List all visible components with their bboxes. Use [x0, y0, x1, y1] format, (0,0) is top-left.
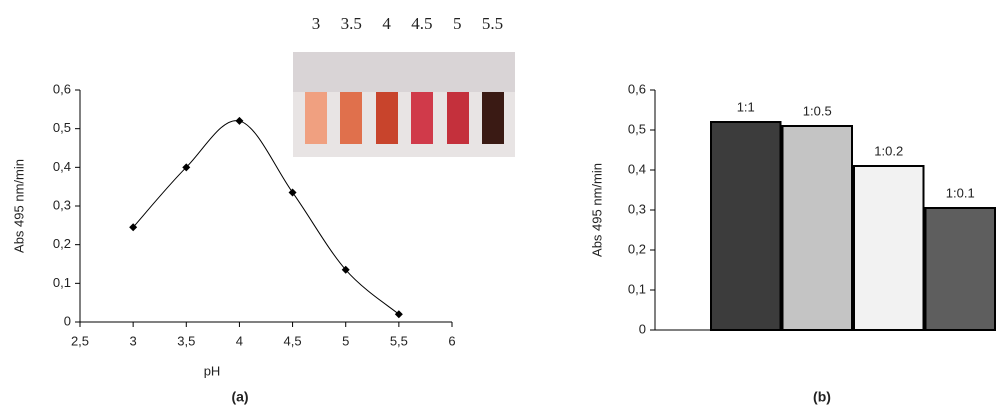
- x-axis-label: pH: [204, 363, 221, 378]
- bar-label: 1:0.5: [803, 103, 832, 118]
- curve: [132, 120, 400, 315]
- y-tick-label: 0,4: [628, 161, 646, 176]
- photo-label: 3: [312, 14, 321, 33]
- y-tick-label: 0: [639, 321, 646, 336]
- caption: (b): [813, 389, 831, 405]
- photo: [293, 52, 515, 157]
- photo-label: 3.5: [341, 14, 362, 33]
- photo-label: 4: [382, 14, 391, 33]
- bar: [924, 207, 996, 331]
- y-tick-label: 0,2: [628, 241, 646, 256]
- bar: [781, 125, 853, 331]
- x-tick-label: 3: [130, 333, 137, 348]
- marker: [341, 265, 350, 274]
- y-tick-label: 0,1: [628, 281, 646, 296]
- x-tick-label: 6: [448, 333, 455, 348]
- x-tick-label: 2,5: [71, 333, 89, 348]
- bar: [710, 121, 782, 331]
- photo-label: 5: [453, 14, 462, 33]
- y-tick-label: 0,6: [628, 81, 646, 96]
- x-tick-label: 5: [342, 333, 349, 348]
- y-tick-label: 0: [64, 313, 71, 328]
- y-tick-label: 0,6: [53, 81, 71, 96]
- marker: [129, 223, 138, 232]
- caption: (a): [231, 389, 248, 405]
- x-tick-label: 3,5: [177, 333, 195, 348]
- bar-label: 1:1: [737, 99, 755, 114]
- photo-label: 5.5: [482, 14, 503, 33]
- y-tick-label: 0,5: [53, 120, 71, 135]
- y-tick-label: 0,3: [53, 197, 71, 212]
- y-tick-label: 0,4: [53, 159, 71, 174]
- y-tick-label: 0,5: [628, 121, 646, 136]
- bar: [853, 165, 925, 331]
- bar-label: 1:0.1: [946, 185, 975, 200]
- marker: [235, 116, 244, 125]
- x-tick-label: 4,5: [284, 333, 302, 348]
- marker: [394, 310, 403, 319]
- y-tick-label: 0,1: [53, 275, 71, 290]
- y-tick-label: 0,2: [53, 236, 71, 251]
- x-tick-label: 5,5: [390, 333, 408, 348]
- marker: [288, 188, 297, 197]
- marker: [182, 163, 191, 172]
- y-axis-label: Abs 495 nm/min: [589, 163, 604, 257]
- bar-label: 1:0.2: [874, 143, 903, 158]
- photo-label: 4.5: [411, 14, 432, 33]
- x-tick-label: 4: [236, 333, 243, 348]
- y-tick-label: 0,3: [628, 201, 646, 216]
- y-axis-label: Abs 495 nm/min: [11, 159, 26, 253]
